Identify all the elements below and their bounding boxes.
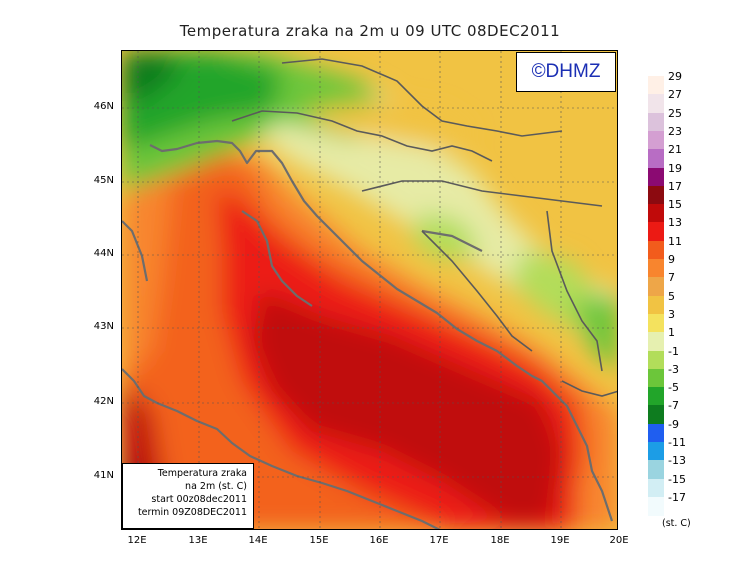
lon-label: 13E [188,535,208,546]
legend-swatch [648,496,664,516]
legend-label: -9 [668,417,679,431]
legend-label: 21 [668,143,682,157]
grid [122,51,617,529]
legend-label: 19 [668,161,682,175]
legend-label: 27 [668,88,682,102]
legend-label: -1 [668,344,679,358]
legend-swatch [648,277,664,297]
lat-label: 45N [93,175,114,186]
legend-label: 15 [668,198,682,212]
legend-swatch [648,295,664,315]
info-line-2: na 2m (st. C) [185,481,247,492]
temperature-field [122,51,617,529]
legend-label: -15 [668,472,686,486]
legend-label: -5 [668,381,679,395]
legend-swatch [648,350,664,370]
legend-label: -3 [668,362,679,376]
legend-swatch [648,313,664,333]
lon-label: 19E [550,535,570,546]
legend-swatch [648,240,664,260]
legend-label: 9 [668,253,675,266]
legend-swatch [648,94,664,114]
legend-swatch [648,112,664,132]
legend-label: 1 [668,326,675,340]
lat-label: 42N [93,396,114,407]
legend-label: 23 [668,124,682,138]
legend-swatch [648,76,664,95]
legend-swatch [648,478,664,498]
legend-swatch [648,185,664,205]
legend-swatch [648,204,664,223]
lat-label: 44N [93,248,114,259]
legend-swatch [648,222,664,242]
lon-label: 12E [127,535,147,546]
legend-swatch [648,442,664,461]
legend-swatch [648,149,664,168]
legend-swatch [648,368,664,388]
legend-label: -17 [668,490,686,504]
coastlines [122,139,614,529]
legend-label: 25 [668,106,682,120]
temperature-map[interactable] [121,50,618,530]
info-line-3: start 00z08dec2011 [151,494,247,505]
legend-label: -11 [668,436,686,449]
lon-label: 17E [429,535,449,546]
legend-label: 7 [668,271,675,285]
legend-unit: (st. C) [662,518,691,529]
legend-label: 5 [668,289,675,303]
lat-label: 43N [93,321,114,332]
legend-label: 17 [668,179,682,193]
map-canvas [122,51,617,529]
borders [231,58,617,397]
lon-label: 18E [490,535,510,546]
legend-swatch [648,387,664,406]
info-box: Temperatura zraka na 2m (st. C) start 00… [122,463,254,529]
lat-label: 41N [93,470,114,481]
info-line-1: Temperatura zraka [157,468,247,479]
lon-label: 14E [248,535,268,546]
legend-swatch [648,167,664,187]
lat-label: 46N [93,101,114,112]
legend-label: -13 [668,454,686,468]
legend-label: -7 [668,399,679,413]
legend-label: 11 [668,234,682,248]
info-line-4: termin 09Z08DEC2011 [137,507,247,518]
lon-label: 20E [609,535,629,546]
legend-swatch [648,130,664,150]
legend-label: 29 [668,70,682,83]
lon-label: 16E [369,535,389,546]
legend-swatch [648,259,664,278]
dhmz-logo: ©DHMZ [516,52,616,92]
map-title: Temperatura zraka na 2m u 09 UTC 08DEC20… [179,22,561,40]
legend-swatch [648,460,664,480]
legend-swatch [648,423,664,443]
lon-label: 15E [309,535,329,546]
legend-swatch [648,332,664,351]
legend-label: 13 [668,216,682,230]
legend-label: 3 [668,307,675,321]
legend-swatch [648,405,664,425]
